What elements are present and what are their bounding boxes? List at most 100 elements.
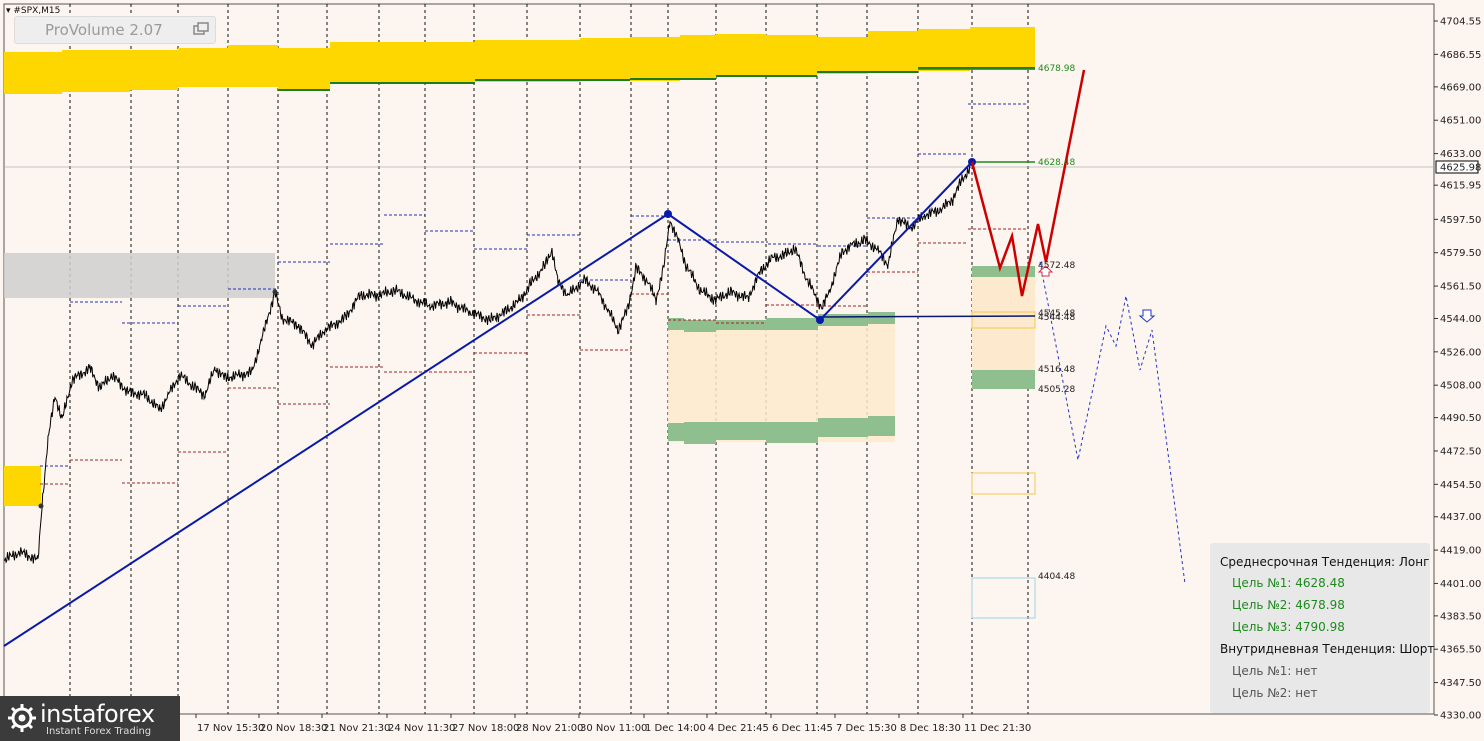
time-tick-label: 20 Nov 18:30 (260, 723, 327, 734)
level-label: 4516.48 (1038, 365, 1075, 375)
volume-band (4, 52, 62, 94)
volume-bands (4, 27, 1035, 506)
price-tick-label: 4347.50 (1440, 678, 1481, 689)
zone-edge (766, 422, 818, 443)
zone-edge (766, 318, 818, 330)
window-restore-icon[interactable] (193, 22, 209, 36)
volume-band (868, 31, 918, 73)
price-tick-label: 4579.50 (1440, 248, 1481, 259)
yellow-target-box (971, 311, 1036, 329)
zigzag-pivot (816, 316, 824, 324)
medium-trend-title: Среднесрочная Тенденция: Лонг (1220, 555, 1430, 569)
price-tick-label: 4704.55 (1440, 17, 1481, 28)
volume-band (380, 42, 475, 83)
price-tick-label: 4633.00 (1440, 149, 1481, 160)
gray-volume-band (4, 253, 275, 298)
volume-band (766, 35, 817, 77)
price-tick-label: 4401.00 (1440, 579, 1481, 590)
forecast-red (970, 69, 1086, 297)
current-price-tag (1435, 160, 1479, 174)
medium-target-3: Цель №3: 4790.98 (1232, 620, 1345, 634)
symbol-label: ▾ #SPX,M15 (6, 6, 61, 16)
trend-panel: Среднесрочная Тенденция: Лонг Цель №1: 4… (1210, 543, 1434, 713)
current-price-label: 4625.98 (1440, 163, 1481, 174)
price-tick-label: 4561.50 (1440, 282, 1481, 293)
pivot-dot (38, 503, 44, 509)
zigzag-pivot (664, 210, 672, 218)
logo-name: instaforex (40, 700, 155, 728)
intraday-trend-title: Внутридневная Тенденция: Шорт (1220, 642, 1435, 656)
volume-band (680, 35, 716, 80)
price-tick-label: 4472.50 (1440, 446, 1481, 457)
zone-edge (684, 320, 716, 332)
price-tick-label: 4544.00 (1440, 314, 1481, 325)
level-label: 4572.48 (1038, 261, 1075, 271)
volume-band (817, 37, 868, 74)
price-tick-label: 4526.00 (1440, 347, 1481, 358)
volume-band (178, 48, 228, 87)
zone-edge (716, 320, 766, 330)
volume-band (475, 40, 580, 82)
level-label: 4545.48 (1038, 309, 1075, 319)
zone-edge (668, 423, 684, 441)
price-tick-label: 4490.50 (1440, 413, 1481, 424)
price-tick-label: 4383.50 (1440, 611, 1481, 622)
time-tick-label: 24 Nov 11:30 (388, 723, 455, 734)
time-tick-label: 28 Nov 21:00 (516, 723, 583, 734)
session-level-dashes (4, 68, 1434, 485)
price-line (3, 165, 971, 564)
time-tick-label: 21 Nov 21:30 (323, 723, 390, 734)
target-zone-edge (972, 370, 1035, 389)
blue-target-box (971, 577, 1036, 619)
price-tick-label: 4651.00 (1440, 116, 1481, 127)
support-line (819, 315, 1036, 318)
zone-edge (818, 418, 868, 437)
price-tick-label: 4669.00 (1440, 82, 1481, 93)
target-zones (668, 266, 1036, 619)
volume-band (62, 50, 130, 92)
volume-band (918, 29, 970, 71)
forecast-paths (970, 69, 1186, 585)
time-tick-label: 4 Dec 21:45 (708, 723, 769, 734)
indicator-badge[interactable]: ProVolume 2.07 (14, 16, 216, 44)
symbol-text: #SPX,M15 (13, 6, 61, 16)
intraday-target-2: Цель №2: нет (1232, 686, 1318, 700)
level-label: 4544.48 (1038, 313, 1075, 323)
time-tick-label: 7 Dec 15:30 (836, 723, 897, 734)
zigzag-lines (3, 158, 976, 647)
time-tick-label: 6 Dec 11:45 (772, 723, 833, 734)
left-volume-band (4, 466, 41, 506)
medium-target-1: Цель №1: 4628.48 (1232, 576, 1345, 590)
up-arrow-icon (1037, 265, 1054, 277)
zone-edge (868, 312, 895, 324)
logo-icon (8, 704, 36, 732)
volume-band (130, 50, 178, 90)
time-tick-label: 30 Nov 11:00 (580, 723, 647, 734)
zone-edge (818, 314, 868, 326)
intraday-target-1: Цель №1: нет (1232, 664, 1318, 678)
level-label: 4678.98 (1038, 64, 1075, 74)
zone-edge (716, 422, 766, 440)
price-tick-label: 4508.00 (1440, 381, 1481, 392)
price-tick-label: 4686.55 (1440, 50, 1481, 61)
price-series (3, 165, 971, 564)
zone-edge (868, 416, 895, 436)
price-tick-label: 4330.00 (1440, 711, 1481, 722)
chart-frame (3, 3, 1435, 715)
time-tick-label: 8 Dec 18:30 (900, 723, 961, 734)
yellow-target-box (971, 472, 1036, 495)
price-tick-label: 4437.00 (1440, 512, 1481, 523)
level-label: 4505.28 (1038, 385, 1075, 395)
instaforex-logo: instaforex Instant Forex Trading (0, 696, 180, 741)
volume-band (278, 48, 330, 90)
price-tick-label: 4615.95 (1440, 181, 1481, 192)
target-zone-edge (972, 266, 1035, 277)
volume-band (716, 34, 766, 77)
level-label: 4404.48 (1038, 572, 1075, 582)
down-arrow-icon (1138, 309, 1156, 323)
price-tick-label: 4365.50 (1440, 645, 1481, 656)
